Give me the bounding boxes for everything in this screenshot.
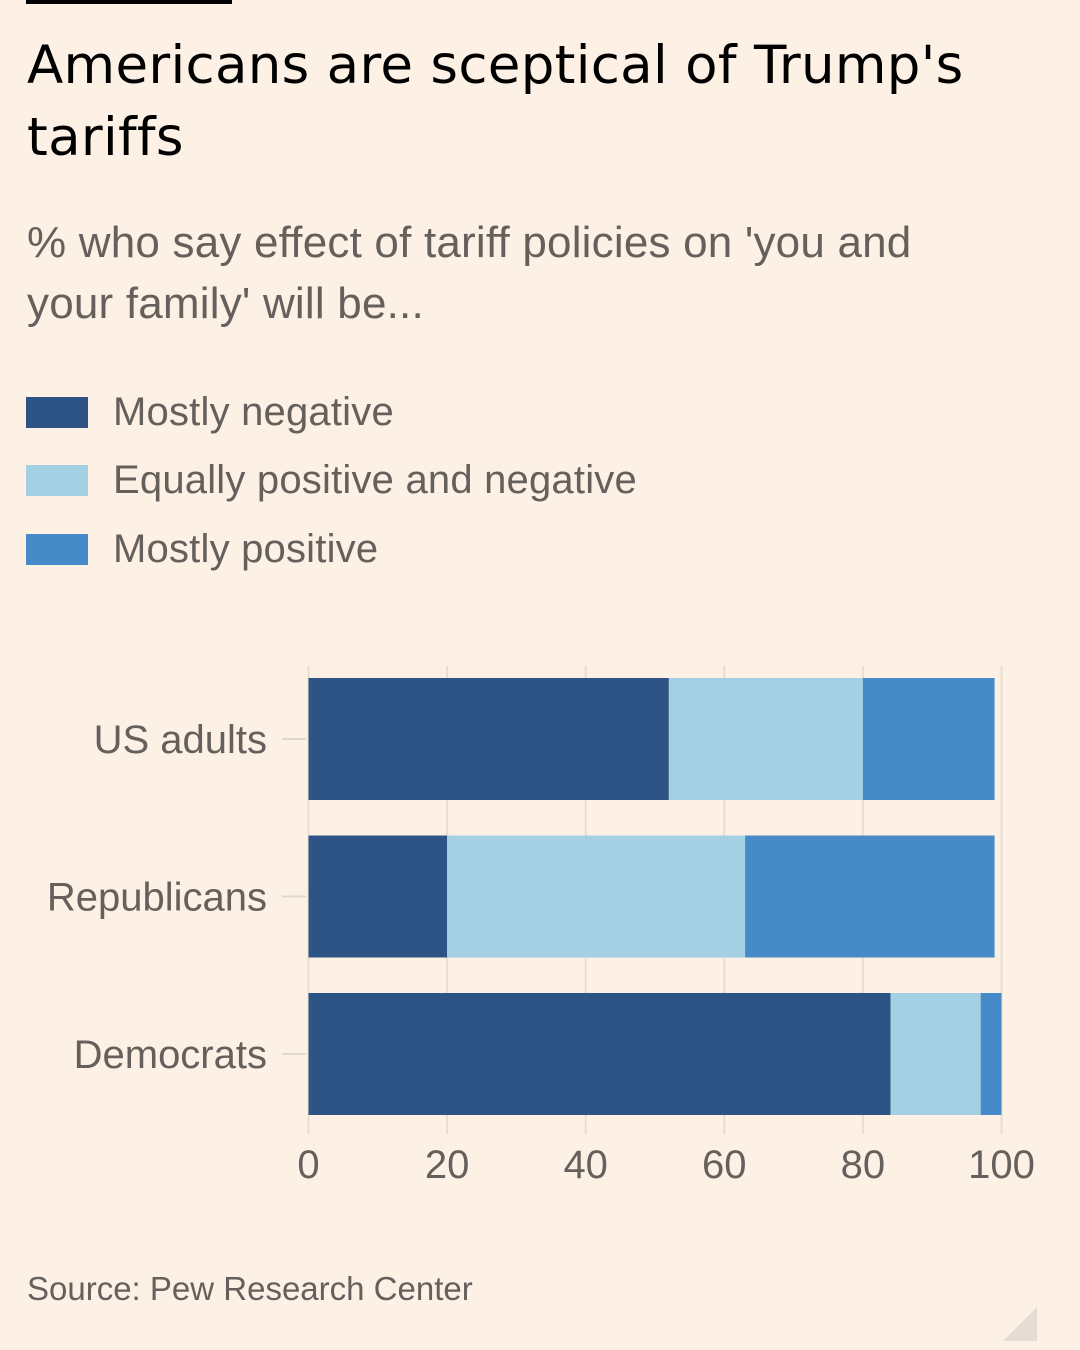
bar-segment-democrats-equally-positive-and-negative [890,993,981,1115]
stacked-bar-chart: US adults Republicans Democrats 0 20 40 60 80 1… [47,666,1035,1187]
legend-swatch [26,396,88,428]
x-tick-label: 100 [968,1143,1035,1187]
top-rule [26,0,232,4]
bar-segment-us-adults-mostly-negative [308,678,669,800]
category-label: Democrats [74,1033,267,1077]
legend-item-mostly-negative: Mostly negative [26,378,637,447]
category-label: US adults [94,718,267,762]
x-axis-ticks: 0 20 40 60 80 100 [297,1143,1035,1187]
bar-segment-democrats-mostly-positive [980,993,1002,1115]
corner-mark-icon [1003,1307,1037,1341]
bar-segment-republicans-mostly-negative [308,835,448,958]
x-tick-label: 20 [425,1143,470,1187]
bar-segment-republicans-equally-positive-and-negative [447,835,746,958]
bar-segment-us-adults-equally-positive-and-negative [668,678,863,800]
legend-item-equally: Equally positive and negative [26,447,637,516]
legend-label: Mostly negative [113,389,394,434]
bar-segment-democrats-mostly-negative [308,993,891,1115]
bar-segment-us-adults-mostly-positive [862,678,995,800]
legend-swatch [26,533,88,565]
chart-subtitle: % who say effect of tariff policies on '… [27,218,912,328]
x-tick-label: 60 [702,1143,747,1187]
bars [308,678,1002,1115]
category-label: Republicans [47,876,267,920]
legend-label: Mostly positive [113,526,379,571]
legend: Mostly negative Equally positive and neg… [26,378,637,584]
x-tick-label: 0 [297,1143,319,1187]
x-tick-label: 80 [841,1143,886,1187]
source-note: Source: Pew Research Center [27,1270,473,1307]
category-labels: US adults Republicans Democrats [47,718,306,1077]
x-tick-label: 40 [563,1143,608,1187]
bar-segment-republicans-mostly-positive [745,835,995,958]
legend-label: Equally positive and negative [113,458,637,503]
legend-item-mostly-positive: Mostly positive [26,515,637,584]
chart-title: Americans are sceptical of Trump's tarif… [27,35,964,168]
legend-swatch [26,465,88,497]
